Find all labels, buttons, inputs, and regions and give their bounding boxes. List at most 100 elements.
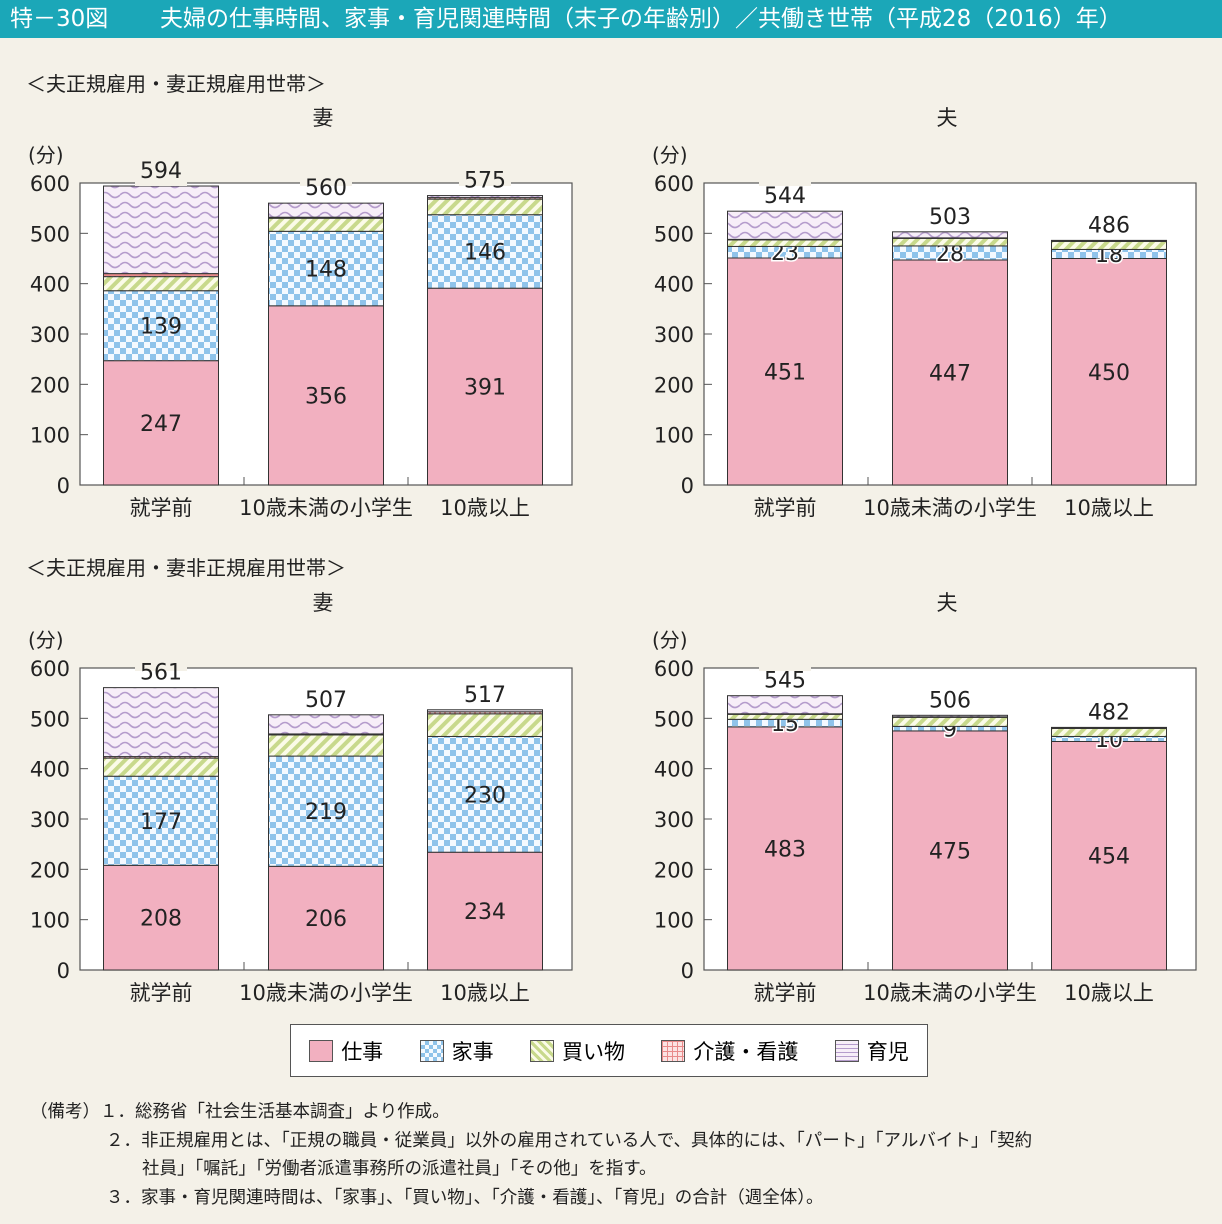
category-label: 10歳未満の小学生 [239,981,413,1005]
y-tick-label: 100 [30,909,70,933]
legend-swatch [419,1039,444,1062]
segment-value-label: 483 [764,837,806,862]
chart-2: 夫(分)010020030040050060045123544就学前447285… [652,106,1197,520]
total-value-label: 517 [464,683,506,708]
category-label: 10歳以上 [440,496,530,520]
total-label-bg [1083,210,1135,237]
bar-segment-work [1051,740,1167,971]
legend-label: 介護・看護 [693,1039,799,1064]
chart-4: 夫(分)010020030040050060048315545就学前475950… [652,591,1197,1005]
y-tick-label: 400 [654,273,694,297]
bar-segment-work [427,851,543,971]
total-value-label: 507 [305,688,347,713]
total-value-label: 486 [1088,213,1130,238]
chart-title: 夫 [937,591,958,615]
segment-value-label: 146 [464,240,506,265]
bar-segment-childcare [427,709,543,713]
legend-item-childcare: 育児 [834,1036,909,1066]
note-3: ３．家事・育児関連時間は、「家事」、「買い物」、「介護・看護」、「育児」の合計（… [106,1187,824,1208]
section-title-regular: ＜夫正規雇用・妻正規雇用世帯＞ [26,72,326,96]
y-tick-label: 100 [654,424,694,448]
bar-segment-shopping [427,713,543,737]
bar-segment-housework [268,755,384,867]
bar-segment-housework [427,735,543,853]
bar-segment-shopping [1051,727,1167,737]
y-unit-label: (分) [28,628,64,652]
total-label-bg [300,684,352,711]
category-label: 就学前 [754,981,817,1005]
y-tick-label: 0 [681,959,694,983]
y-unit-label: (分) [652,628,688,652]
bar-segment-childcare [103,185,219,275]
chart-title: 夫 [937,106,958,130]
chart-3: 妻 (分) 0 100 200 300 400 500 600 208 177 561 就学前 206 21… [28,591,573,1005]
bar-segment-childcare [1051,726,1167,729]
chart-title: 妻 [313,106,334,130]
bar-segment-shopping [1051,240,1167,250]
segment-value-label: 450 [1088,361,1130,386]
y-tick-label: 200 [30,858,70,882]
bar-segment-shopping [103,757,219,777]
legend-swatch [529,1039,554,1062]
bar-segment-shopping [268,734,384,757]
y-tick-label: 500 [654,707,694,731]
segment-value-label: 177 [140,810,182,835]
bar-segment-housework [103,775,219,866]
total-value-label: 544 [764,184,806,209]
bar-segment-work [103,360,219,486]
legend-item-housework: 家事 [419,1036,494,1066]
total-label-gap [759,665,811,671]
segment-value-label: 454 [1088,845,1130,870]
y-tick-label: 0 [681,474,694,498]
y-tick-label: 400 [654,758,694,782]
segment-value-label: 148 [305,258,347,283]
bar-segment-work [727,726,843,971]
segment-value-label: 356 [305,384,347,409]
y-tick-label: 100 [30,424,70,448]
total-value-label: 560 [305,176,347,201]
section-title-nonregular: ＜夫正規雇用・妻非正規雇用世帯＞ [26,556,346,580]
y-tick-label: 600 [654,172,694,196]
bar-segment-work [268,865,384,971]
segment-value-label: 234 [464,900,506,925]
total-label-bg [924,201,976,228]
bar-segment-shopping [427,198,543,216]
y-tick-label: 200 [30,373,70,397]
category-label: 10歳以上 [1064,981,1154,1005]
bar-segment-childcare [427,195,543,199]
total-value-label: 561 [140,661,182,686]
legend-label: 家事 [451,1039,494,1064]
bar-segment-shopping [268,217,384,232]
category-label: 就学前 [130,496,193,520]
segment-value-label: 219 [305,800,347,825]
category-label: 10歳以上 [440,981,530,1005]
bar-segment-housework [427,214,543,289]
segment-value-label: 208 [140,907,182,932]
bar-segment-work [727,257,843,486]
notes: （備考）１．総務省「社会生活基本調査」より作成。 ２．非正規雇用とは、「正規の職… [30,1098,1032,1212]
legend-label: 仕事 [341,1039,384,1064]
bar-segment-childcare [103,687,219,758]
category-label: 10歳未満の小学生 [239,496,413,520]
bar-segment-childcare [268,714,384,735]
total-value-label: 506 [929,688,971,713]
bar-segment-shopping [892,716,1008,727]
y-tick-label: 500 [30,222,70,246]
legend-swatch [309,1039,334,1062]
y-tick-label: 600 [30,172,70,196]
figure-number: 特－30図 [10,6,109,32]
legend: 仕事 家事 買い物 介護・看護 育児 [290,1024,928,1077]
y-tick-label: 300 [654,323,694,347]
segment-value-label: 451 [764,360,806,385]
total-value-label: 594 [140,159,182,184]
category-label: 10歳以上 [1064,496,1154,520]
bar-segment-work [103,864,219,971]
y-unit-label: (分) [28,143,64,167]
legend-label: 買い物 [561,1039,625,1064]
bar-segment-shopping [103,276,219,292]
segment-value-label: 475 [929,839,971,864]
charts: 妻 (分) 0 100 200 300 400 500 600 247 139 594 就学前 356 14… [28,106,1197,1005]
total-value-label: 575 [464,169,506,194]
total-value-label: 545 [764,669,806,694]
